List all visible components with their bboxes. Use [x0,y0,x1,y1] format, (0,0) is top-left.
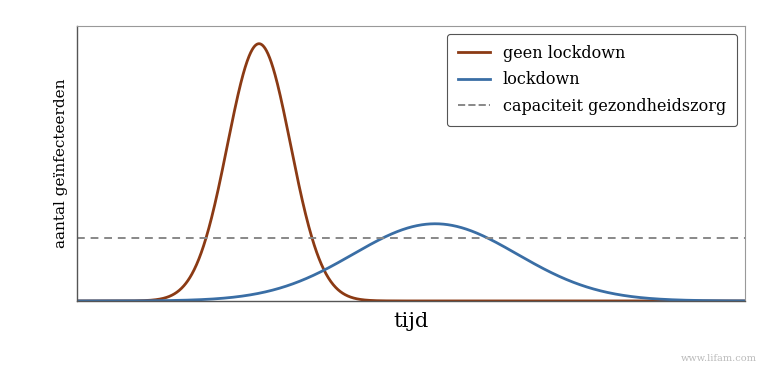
Text: www.lifam.com: www.lifam.com [680,354,756,363]
Y-axis label: aantal geïnfecteerden: aantal geïnfecteerden [55,79,68,248]
Legend: geen lockdown, lockdown, capaciteit gezondheidszorg: geen lockdown, lockdown, capaciteit gezo… [447,34,737,126]
X-axis label: tijd: tijd [393,312,429,331]
